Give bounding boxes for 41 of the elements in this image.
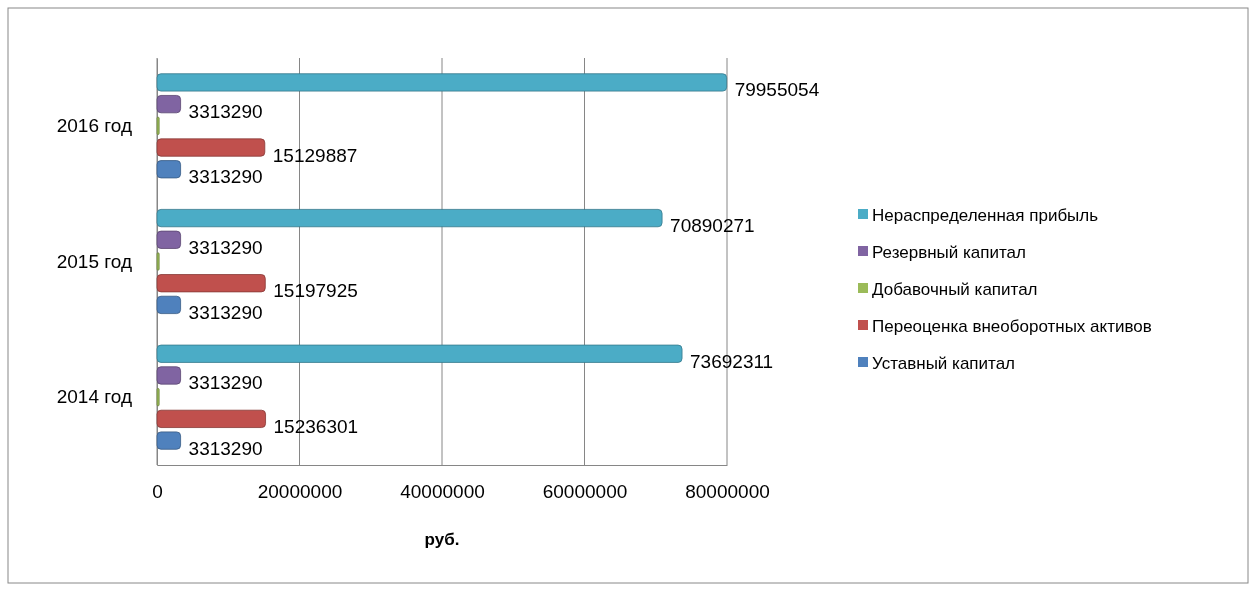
- legend-label: Добавочный капитал: [872, 280, 1038, 299]
- legend-label: Уставный капитал: [872, 354, 1016, 373]
- x-tick-label: 60000000: [542, 481, 628, 503]
- y-tick-label: 2016 год: [56, 114, 132, 136]
- data-label: 3313290: [188, 236, 263, 258]
- data-label: 73692311: [690, 350, 774, 372]
- data-label: 15236301: [273, 415, 359, 437]
- bar: [156, 274, 266, 293]
- bar: [156, 388, 160, 407]
- bar: [156, 366, 182, 385]
- legend-label: Нераспределенная прибыль: [872, 206, 1099, 225]
- bar: [156, 230, 182, 249]
- data-label: 3313290: [188, 301, 263, 323]
- x-tick-label: 40000000: [400, 481, 485, 503]
- y-tick-label: 2015 год: [56, 250, 132, 272]
- bar: [156, 116, 160, 135]
- data-label: 3313290: [188, 101, 263, 123]
- bar: [156, 431, 182, 450]
- bar: [156, 295, 182, 314]
- bar: [156, 160, 182, 179]
- x-axis-title: руб.: [424, 530, 460, 549]
- bar: [156, 138, 266, 157]
- legend-label: Переоценка внеоборотных активов: [872, 317, 1152, 336]
- bar: [156, 209, 663, 228]
- data-label: 3313290: [188, 437, 263, 459]
- data-label: 79955054: [734, 79, 820, 101]
- x-tick-label: 0: [152, 481, 163, 503]
- data-label: 3313290: [188, 166, 263, 188]
- y-tick-label: 2014 год: [56, 386, 132, 408]
- data-label: 15129887: [272, 144, 358, 166]
- bar: [156, 95, 182, 114]
- x-tick-label: 20000000: [257, 481, 343, 503]
- bar: [156, 73, 728, 92]
- data-label: 3313290: [188, 372, 263, 394]
- legend-label: Резервный капитал: [872, 243, 1026, 262]
- bar: [156, 409, 266, 428]
- bar: [156, 252, 160, 271]
- bar: [156, 344, 683, 363]
- x-tick-label: 80000000: [685, 481, 770, 503]
- data-label: 15197925: [273, 280, 358, 302]
- data-label: 70890271: [670, 215, 755, 237]
